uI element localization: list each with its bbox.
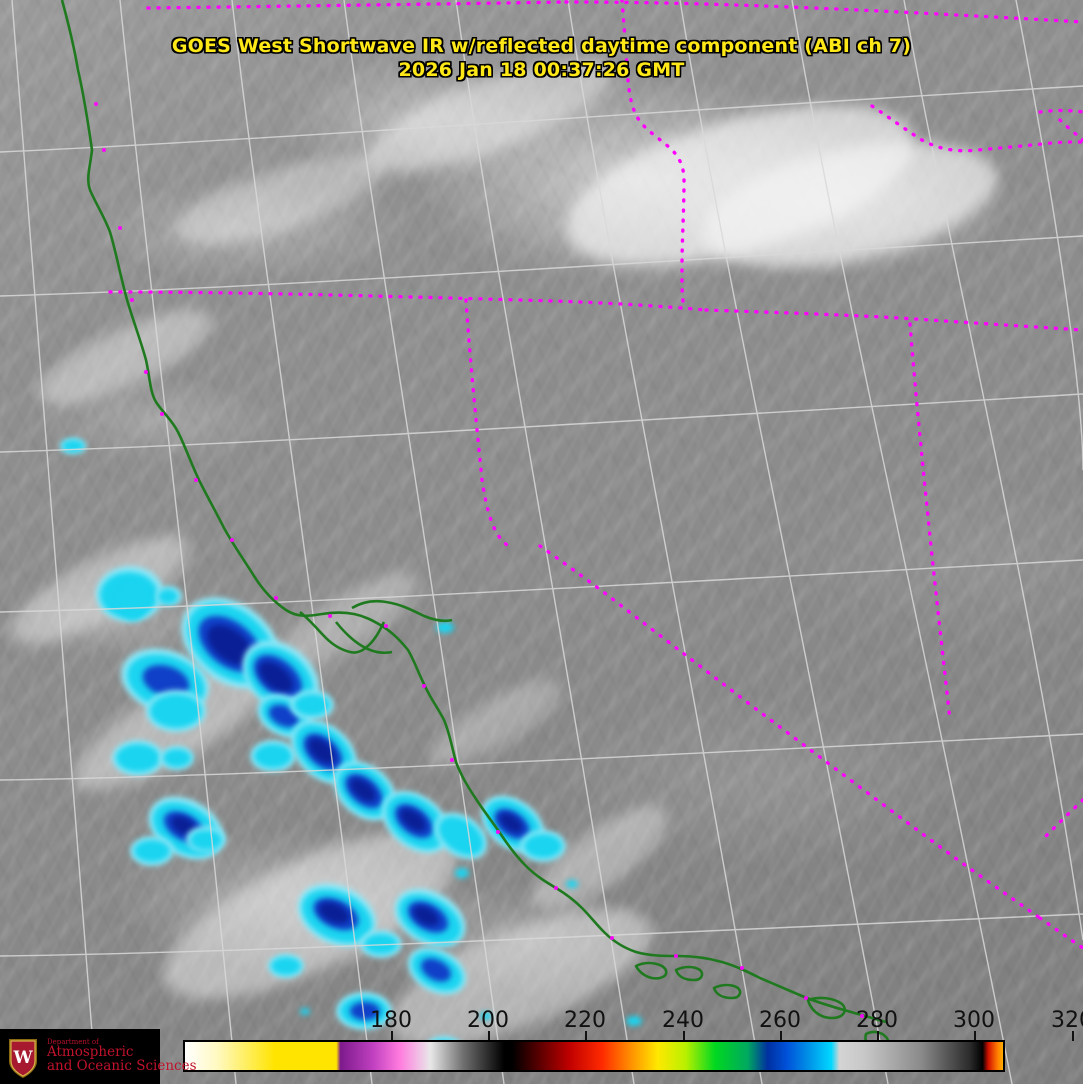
logo-line-2: and Oceanic Sciences — [47, 1058, 197, 1075]
colorbar-tick — [683, 1031, 685, 1041]
colorbar-ticks — [183, 1031, 1074, 1041]
logo-line-1: Atmospheric — [47, 1044, 134, 1061]
colorbar-tick — [488, 1031, 490, 1041]
colorbar-tick — [1072, 1031, 1074, 1041]
colorbar-tick-label: 260 — [759, 1008, 801, 1033]
colorbar-tick — [391, 1031, 393, 1041]
logo-text: Department of Atmospheric and Oceanic Sc… — [47, 1038, 197, 1075]
image-title: GOES West Shortwave IR w/reflected dayti… — [0, 34, 1083, 82]
colorbar-tick-labels: 180 200 220 240 260 280 300 320 — [0, 1008, 1083, 1034]
colorbar-tick-label: 300 — [953, 1008, 995, 1033]
colorbar-tick-label: 200 — [467, 1008, 509, 1033]
colorbar-tick — [877, 1031, 879, 1041]
svg-text:W: W — [12, 1048, 33, 1068]
title-line-2: 2026 Jan 18 00:37:26 GMT — [398, 59, 685, 81]
colorbar-tick-label: 280 — [856, 1008, 898, 1033]
title-line-1: GOES West Shortwave IR w/reflected dayti… — [171, 35, 912, 57]
uw-aos-logo: W Department of Atmospheric and Oceanic … — [0, 1029, 197, 1084]
colorbar-gradient — [183, 1040, 1005, 1072]
colorbar-tick-label: 220 — [564, 1008, 606, 1033]
colorbar-tick-label: 180 — [370, 1008, 412, 1033]
colorbar-tick — [780, 1031, 782, 1041]
uw-crest-icon: W — [9, 1038, 37, 1078]
colorbar-tick — [585, 1031, 587, 1041]
colorbar-tick — [974, 1031, 976, 1041]
colorbar[interactable] — [183, 1040, 1005, 1072]
logo-department: Department of — [47, 1038, 99, 1046]
colorbar-tick-label: 240 — [662, 1008, 704, 1033]
colorbar-tick-label: 320 — [1051, 1008, 1083, 1033]
